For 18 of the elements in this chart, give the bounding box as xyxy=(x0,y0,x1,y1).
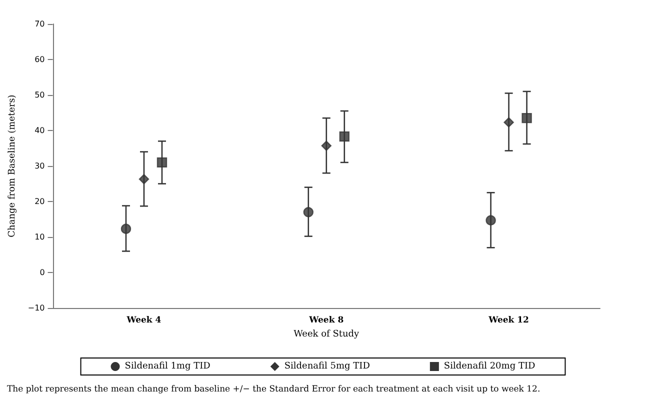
text: The plot represents the mean change from baseline +/− the Standard Error for each treatment at each visit up to week 12. xyxy=(7,384,540,394)
y-tick-label: 70 xyxy=(34,20,45,28)
y-tick-label: 20 xyxy=(34,197,45,206)
x-tick-label: Week 8 xyxy=(308,316,344,326)
x-tick-label: Week 4 xyxy=(126,316,162,326)
y-tick-label: 40 xyxy=(34,126,45,135)
legend-label: Sildenafil 5mg TID xyxy=(284,362,370,372)
legend-label: Sildenafil 20mg TID xyxy=(444,362,536,372)
y-tick-label: 10 xyxy=(34,232,45,242)
y-tick-label: −10 xyxy=(28,304,45,312)
y-tick-label: 30 xyxy=(34,162,45,170)
y-axis-title: Change from Baseline (meters) xyxy=(8,94,18,238)
y-tick-label: 50 xyxy=(34,90,45,100)
x-tick-label: Week 12 xyxy=(488,316,530,326)
y-tick-label: 0 xyxy=(40,268,45,277)
y-tick-label: 60 xyxy=(34,55,45,64)
x-axis-title: Week of Study xyxy=(294,330,360,340)
legend-label: Sildenafil 1mg TID xyxy=(124,362,210,372)
